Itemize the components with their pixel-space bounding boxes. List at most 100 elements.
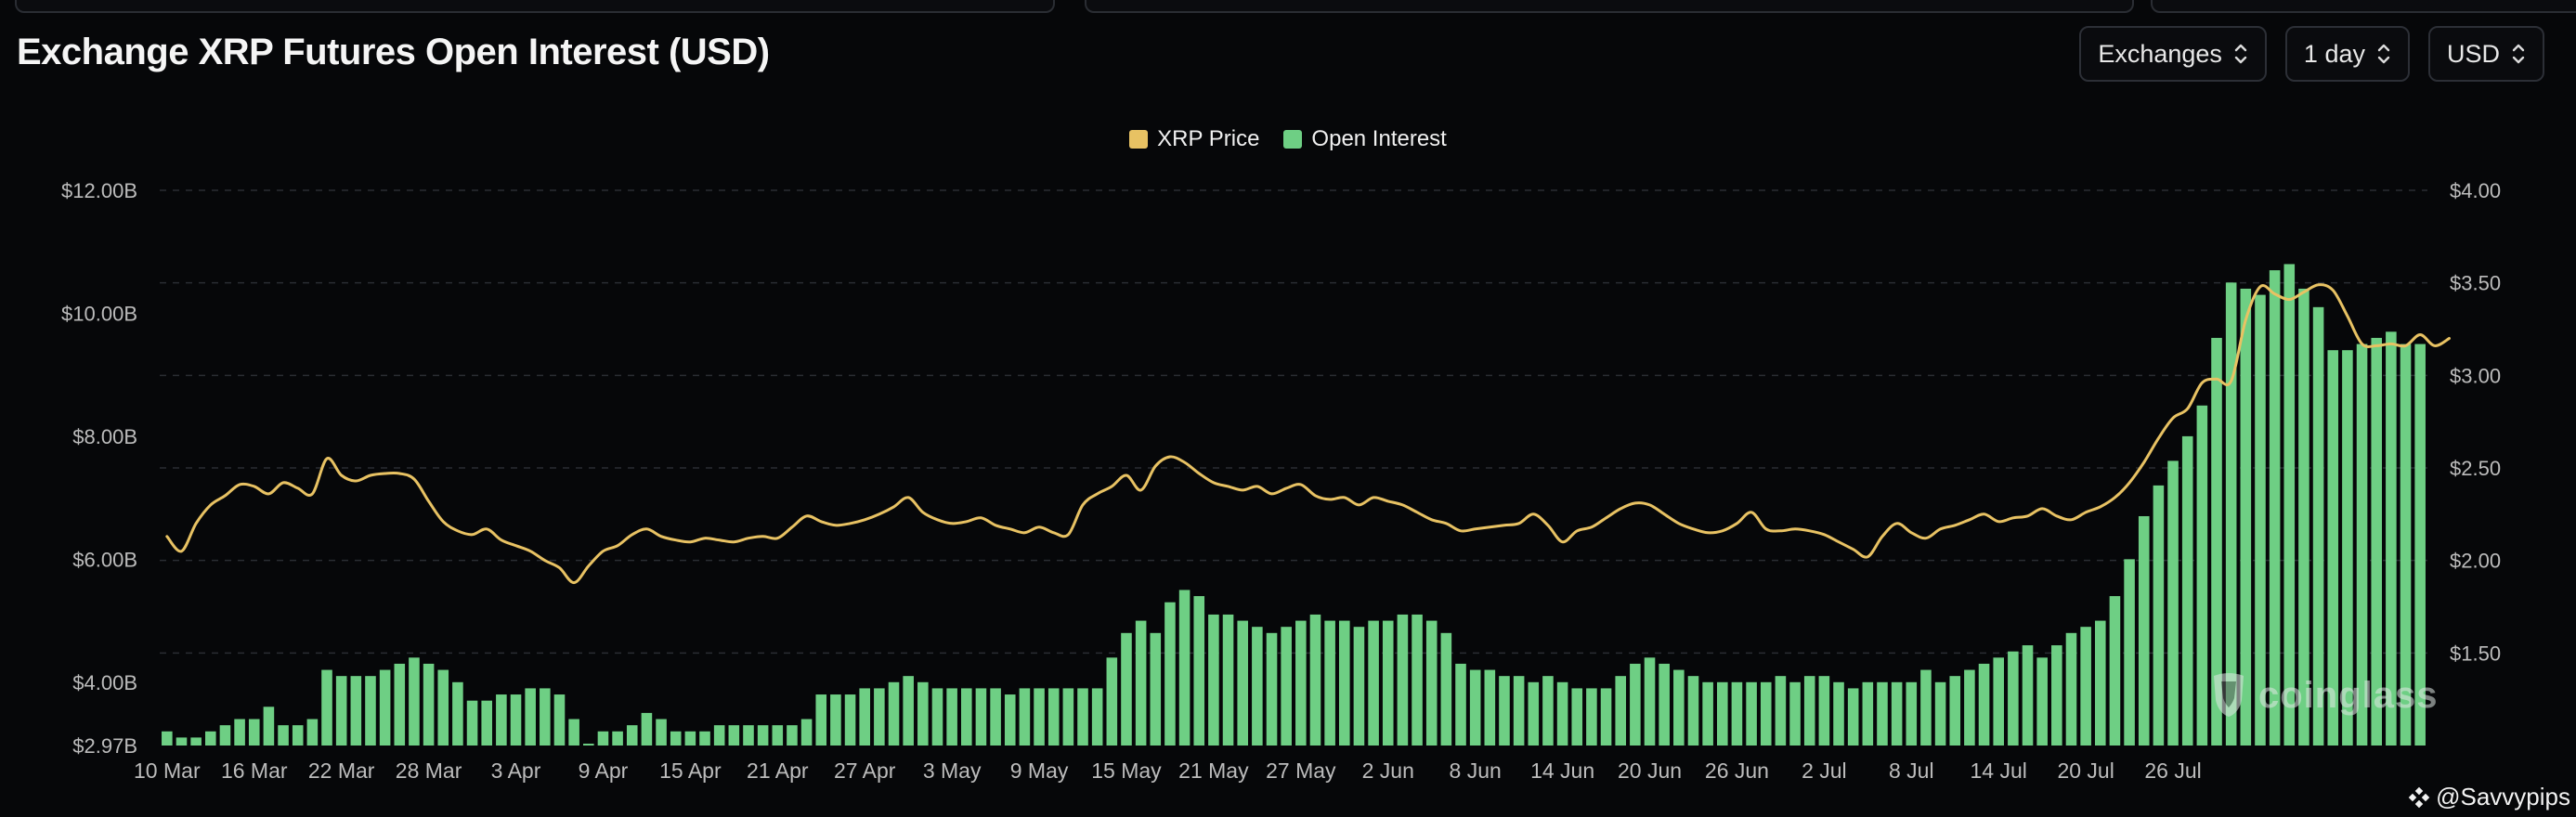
oi-bar [2342, 350, 2353, 746]
oi-bar [1630, 663, 1641, 746]
x-tick-label: 26 Jun [1705, 759, 1769, 783]
y-right-tick-label: $3.00 [2450, 364, 2501, 387]
oi-bar [1934, 681, 1946, 746]
x-tick-label: 9 Apr [579, 759, 629, 783]
oi-bar [306, 719, 319, 746]
oi-bar [1687, 676, 1699, 746]
oi-bar [874, 688, 885, 746]
oi-bar [597, 731, 609, 746]
oi-bar [1425, 620, 1438, 746]
oi-bar [1295, 620, 1307, 746]
y-left-tick-label: $2.97B [72, 734, 137, 758]
updown-chevron-icon [2512, 44, 2525, 64]
oi-bar [379, 669, 391, 746]
oi-bar [1368, 620, 1379, 746]
oi-bar [990, 688, 1001, 746]
oi-bar [2196, 405, 2208, 746]
oi-bar [481, 700, 493, 746]
oi-bar [699, 731, 710, 746]
legend-swatch-price [1129, 130, 1149, 149]
oi-bar [1499, 676, 1510, 746]
oi-bar [321, 669, 332, 746]
oi-bar [1135, 620, 1147, 746]
oi-bar [553, 694, 566, 746]
oi-bar [713, 725, 725, 746]
legend-swatch-open-interest [1283, 130, 1303, 149]
oi-bar [2327, 350, 2339, 746]
oi-bar [946, 688, 957, 746]
oi-bar [1571, 688, 1583, 746]
top-panel-edge [2151, 0, 2576, 13]
currency-select-label: USD [2446, 39, 2500, 68]
oi-bar [757, 725, 769, 746]
oi-bar [2255, 294, 2266, 746]
x-tick-label: 10 Mar [134, 759, 201, 783]
x-tick-label: 21 May [1178, 759, 1249, 783]
chart-legend: XRP Price Open Interest [0, 126, 2576, 152]
oi-bar [1484, 669, 1496, 746]
oi-bar [278, 725, 289, 746]
oi-bar [1862, 681, 1874, 746]
oi-bar [830, 694, 841, 746]
oi-bar [1178, 590, 1190, 746]
oi-bar [1338, 620, 1350, 746]
legend-item-xrp-price[interactable]: XRP Price [1129, 126, 1259, 152]
oi-bar [1528, 681, 1540, 746]
oi-bar [975, 688, 987, 746]
oi-bar [1586, 688, 1597, 746]
oi-bar [670, 731, 682, 746]
x-tick-label: 15 May [1091, 759, 1162, 783]
x-tick-label: 21 Apr [747, 759, 809, 783]
oi-bar [1702, 681, 1713, 746]
oi-bar [1382, 620, 1394, 746]
oi-bar [1906, 681, 1918, 746]
top-panel-edge [1085, 0, 2134, 13]
oi-bar [423, 663, 435, 746]
oi-bar [466, 700, 478, 746]
oi-bar [496, 694, 507, 746]
oi-bar [1077, 688, 1088, 746]
x-tick-label: 14 Jul [1971, 759, 2027, 783]
oi-bar [815, 694, 827, 746]
oi-bar [2225, 282, 2237, 746]
oi-bar [1208, 614, 1219, 746]
exchanges-select[interactable]: Exchanges [2079, 26, 2267, 82]
currency-select[interactable]: USD [2427, 26, 2544, 82]
author-credit: @Savvypips [2408, 783, 2570, 811]
oi-bar [859, 688, 871, 746]
oi-bar [1222, 614, 1234, 746]
oi-bar [2138, 515, 2150, 746]
oi-bar [626, 725, 638, 746]
oi-bar [176, 737, 188, 746]
oi-bar [1877, 681, 1888, 746]
oi-bar [903, 676, 914, 746]
oi-bar [2269, 270, 2281, 746]
oi-bar [2211, 337, 2222, 746]
oi-bar [1397, 614, 1409, 746]
oi-bar [409, 657, 420, 746]
oi-bar [540, 688, 551, 746]
oi-bar [917, 681, 929, 746]
oi-bar [2240, 288, 2252, 746]
exchanges-select-label: Exchanges [2098, 39, 2222, 68]
oi-bar [2051, 645, 2062, 746]
xrp-price-line [165, 283, 2451, 585]
interval-select[interactable]: 1 day [2284, 26, 2410, 82]
oi-bar [219, 725, 231, 746]
oi-bar [263, 707, 275, 746]
legend-label-open-interest: Open Interest [1311, 126, 1447, 151]
oi-bar [684, 731, 696, 746]
oi-bar [931, 688, 943, 746]
x-tick-label: 26 Jul [2144, 759, 2201, 783]
oi-bar [1673, 669, 1685, 746]
oi-bar [2094, 620, 2106, 746]
oi-bar [2109, 596, 2121, 746]
oi-bar [1309, 614, 1321, 746]
oi-bar [1034, 688, 1045, 746]
oi-bar [2356, 344, 2368, 746]
oi-bar [2386, 331, 2397, 746]
oi-bar [1803, 676, 1815, 746]
legend-item-open-interest[interactable]: Open Interest [1283, 126, 1447, 152]
x-tick-label: 2 Jul [1802, 759, 1847, 783]
